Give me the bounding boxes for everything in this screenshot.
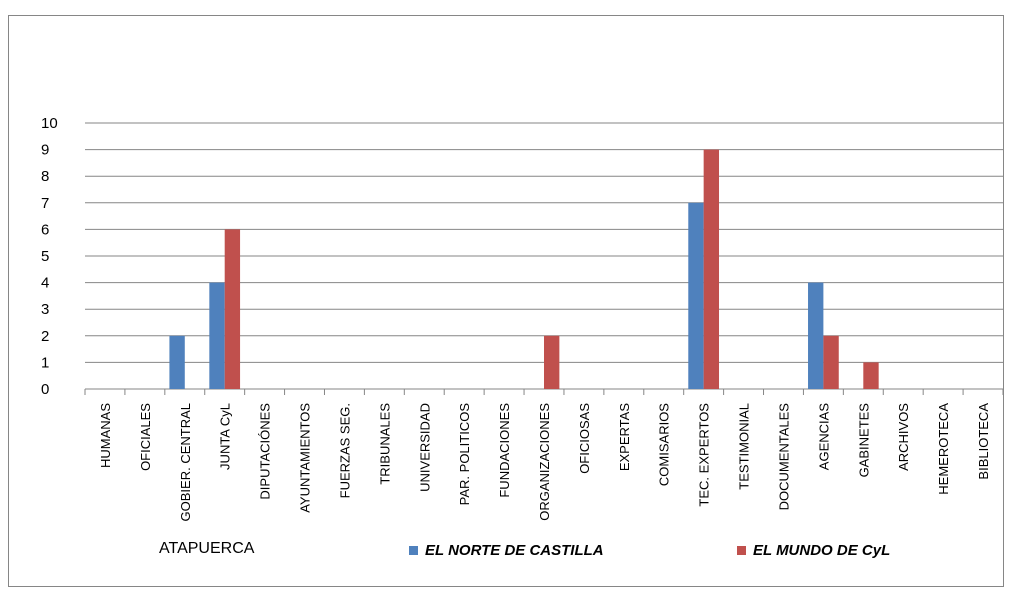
x-tick-label: AGENCIAS — [816, 403, 831, 471]
x-tick-label: FUNDACIONES — [497, 403, 512, 498]
y-tick-label: 1 — [41, 354, 49, 371]
chart-frame: 0 1 2 3 4 5 6 7 8 9 10 HUMANAS OFICIALES GOBIER. CEN… — [8, 15, 1004, 587]
x-tick-label: GOBIER. CENTRAL — [178, 403, 193, 521]
y-tick-label: 7 — [41, 195, 49, 212]
y-tick-label: 3 — [41, 301, 49, 318]
bars — [169, 150, 878, 389]
bar — [225, 229, 240, 389]
x-tick-label: AYUNTAMIENTOS — [298, 403, 313, 513]
y-tick-labels: 0 1 2 3 4 5 6 7 8 9 10 — [41, 115, 58, 398]
legend-swatch — [737, 546, 746, 555]
chart-title: ATAPUERCA — [159, 540, 255, 557]
x-tick-label: JUNTA CyL — [218, 403, 233, 470]
x-tick-label: EXPERTAS — [617, 403, 632, 471]
x-tick-label: FUERZAS SEG. — [337, 403, 352, 498]
legend-swatch — [409, 546, 418, 555]
bar — [169, 336, 184, 389]
x-tick-label: OFICIOSAS — [577, 403, 592, 474]
x-tick-label: HUMANAS — [98, 403, 113, 468]
y-tick-label: 2 — [41, 328, 49, 345]
x-tick-label: DOCUMENTALES — [776, 403, 791, 511]
y-tick-label: 4 — [41, 275, 49, 292]
bar — [544, 336, 559, 389]
x-tick-label: COMISARIOS — [657, 403, 672, 486]
chart: 0 1 2 3 4 5 6 7 8 9 10 HUMANAS OFICIALES GOBIER. CEN… — [9, 16, 1003, 586]
x-tick-label: ARCHIVOS — [896, 403, 911, 471]
x-tick-label: DIPUTACIÓNES — [258, 403, 273, 500]
x-tick-label: UNIVERSIDAD — [417, 403, 432, 492]
x-tick-label: GABINETES — [856, 403, 871, 478]
bar — [704, 150, 719, 389]
y-tick-label: 10 — [41, 115, 58, 132]
x-tick-label: ORGANIZACIONES — [537, 403, 552, 521]
y-tick-label: 6 — [41, 221, 49, 238]
y-tick-label: 9 — [41, 142, 49, 159]
y-tick-label: 0 — [41, 381, 49, 398]
x-tick-label: BIBLIOTECA — [976, 403, 991, 480]
legend: EL NORTE DE CASTILLA EL MUNDO DE CyL — [409, 542, 890, 559]
bar — [688, 203, 703, 389]
x-tick-label: TESTIMONIAL — [737, 403, 752, 490]
bar — [209, 283, 224, 389]
bar — [863, 362, 878, 389]
x-tick-label: OFICIALES — [138, 403, 153, 471]
bar — [808, 283, 823, 389]
y-tick-label: 8 — [41, 168, 49, 185]
x-tick-labels: HUMANAS OFICIALES GOBIER. CENTRAL JUNTA CyL… — [98, 403, 991, 522]
legend-label: EL MUNDO DE CyL — [753, 542, 890, 559]
x-tick-label: PAR. POLITICOS — [457, 403, 472, 506]
y-tick-label: 5 — [41, 248, 49, 265]
axes — [85, 389, 1003, 395]
x-tick-label: TRIBUNALES — [377, 403, 392, 485]
x-tick-label: HEMEROTECA — [936, 403, 951, 495]
legend-label: EL NORTE DE CASTILLA — [425, 542, 604, 559]
bar — [823, 336, 838, 389]
x-tick-label: TEC. EXPERTOS — [697, 403, 712, 507]
